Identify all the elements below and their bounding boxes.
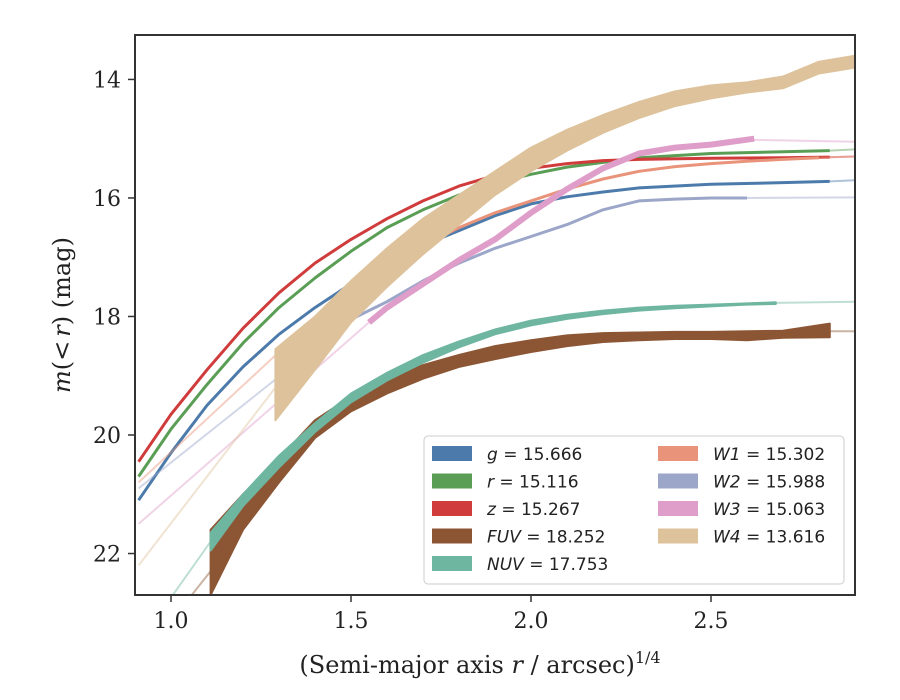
legend-item-w1: W1 = 15.302 [658, 445, 825, 465]
series-z-line [137, 155, 830, 463]
legend-label-var: W2 [713, 473, 741, 493]
legend-label: W4 = 13.616 [713, 528, 825, 548]
legend-item-g: g = 15.666 [432, 445, 582, 465]
series-w1-extrapolation-outer [818, 155, 855, 159]
legend-item-w3: W3 = 15.063 [658, 500, 825, 520]
legend-item-z: z = 15.267 [432, 500, 580, 520]
legend-item-r: r = 15.116 [432, 473, 579, 493]
y-tick-label: 16 [93, 187, 121, 212]
legend-item-w4: W4 = 13.616 [658, 528, 825, 548]
series-g-extrapolation-outer [829, 179, 855, 183]
x-axis-label: (Semi-major axis r / arcsec)1/4 [299, 648, 660, 679]
series-r-line [137, 149, 830, 478]
series-w4-extrapolation-inner [137, 386, 277, 567]
legend-label-var: NUV [487, 555, 525, 575]
legend-label: FUV = 18.252 [487, 528, 605, 548]
x-tick-label: 2.0 [514, 609, 549, 634]
legend-label: W3 = 15.063 [713, 500, 825, 520]
y-axis-label: m(< r) (mag) [48, 237, 76, 393]
series-z-extrapolation-outer [829, 155, 855, 159]
y-axis-label-lt: < [48, 341, 76, 361]
series-w3-line [367, 135, 755, 325]
legend-item-fuv: FUV = 18.252 [432, 528, 605, 548]
y-tick-label: 18 [93, 305, 121, 330]
series-w4 [137, 54, 855, 567]
legend-label-var: z [486, 500, 497, 520]
legend-swatch [432, 501, 472, 516]
legend-swatch [658, 473, 698, 489]
legend-swatch [658, 528, 698, 544]
legend-label-var: FUV [487, 528, 522, 548]
y-tick-label: 22 [93, 543, 121, 568]
x-tick-label: 2.5 [694, 609, 729, 634]
legend-label: W1 = 15.302 [713, 445, 825, 465]
legend-label-value: = 15.116 [494, 473, 579, 493]
x-tick-label: 1.0 [154, 609, 189, 634]
legend-label-var: W3 [713, 500, 741, 520]
plot-frame [134, 34, 856, 596]
series-w3 [137, 135, 855, 525]
series-r [137, 148, 855, 478]
y-axis-label-paren-open: ( [48, 361, 76, 370]
series-w1-extrapolation-inner [137, 351, 280, 484]
y-tick-label: 14 [93, 68, 121, 93]
legend-label-value: = 15.302 [741, 445, 826, 465]
legend-label: NUV = 17.753 [487, 555, 608, 575]
legend-label: g = 15.666 [487, 445, 582, 465]
legend-label-value: = 17.753 [524, 555, 609, 575]
series-nuv-band [209, 301, 777, 552]
y-axis-label-unit: (mag) [48, 237, 76, 316]
series-nuv-extrapolation-outer [775, 300, 855, 304]
series-fuv-extrapolation-inner [190, 570, 212, 595]
legend-label-var: g [487, 445, 498, 465]
legend-label: z = 15.267 [486, 500, 580, 520]
series-w2-extrapolation-outer [746, 196, 855, 199]
legend-swatch [432, 556, 472, 571]
x-axis-label-sup: 1/4 [635, 648, 661, 667]
legend-item-w2: W2 = 15.988 [658, 473, 825, 493]
series-nuv [171, 300, 855, 595]
series-r-extrapolation-outer [829, 148, 855, 152]
y-axis-label-r: r [48, 324, 76, 337]
y-tick-label: 20 [93, 424, 121, 449]
legend-swatch [658, 446, 698, 461]
legend-label-var: W4 [713, 528, 741, 548]
legend-box [423, 435, 845, 585]
y-axis-label-m: m [48, 370, 76, 393]
legend-swatch [432, 446, 472, 461]
legend-label-value: = 18.252 [521, 528, 606, 548]
legend-swatch [658, 501, 698, 516]
y-axis-label-paren-close: ) [48, 316, 76, 325]
legend-label-value: = 13.616 [741, 528, 826, 548]
series-z [137, 155, 855, 463]
x-tick-label: 1.5 [334, 609, 369, 634]
legend-label-value: = 15.063 [741, 500, 826, 520]
legend-label: r = 15.116 [487, 473, 579, 493]
x-axis: 1.0 1.5 2.0 2.5 [154, 595, 729, 634]
legend-item-nuv: NUV = 17.753 [432, 555, 608, 575]
series-w3-extrapolation-inner [137, 321, 370, 525]
legend-label-var: r [487, 473, 495, 493]
series-w3-extrapolation-outer [754, 138, 855, 143]
legend-label-value: = 15.666 [498, 445, 583, 465]
legend-swatch [432, 473, 472, 489]
legend-label-value: = 15.988 [741, 473, 826, 493]
series-w4-band [274, 54, 855, 422]
x-axis-label-unit: / arcsec) [523, 651, 635, 679]
series-nuv-extrapolation-inner [171, 541, 212, 595]
y-axis: 14 16 18 20 22 [93, 68, 135, 568]
legend-label-value: = 15.267 [496, 500, 581, 520]
series-w1 [137, 155, 855, 484]
legend-swatch [432, 528, 472, 544]
x-axis-label-var: r [511, 651, 524, 679]
legend-label-var: W1 [713, 445, 741, 465]
plot-area [137, 54, 855, 595]
legend-label: W2 = 15.988 [713, 473, 825, 493]
x-axis-label-main: (Semi-major axis [299, 651, 511, 679]
